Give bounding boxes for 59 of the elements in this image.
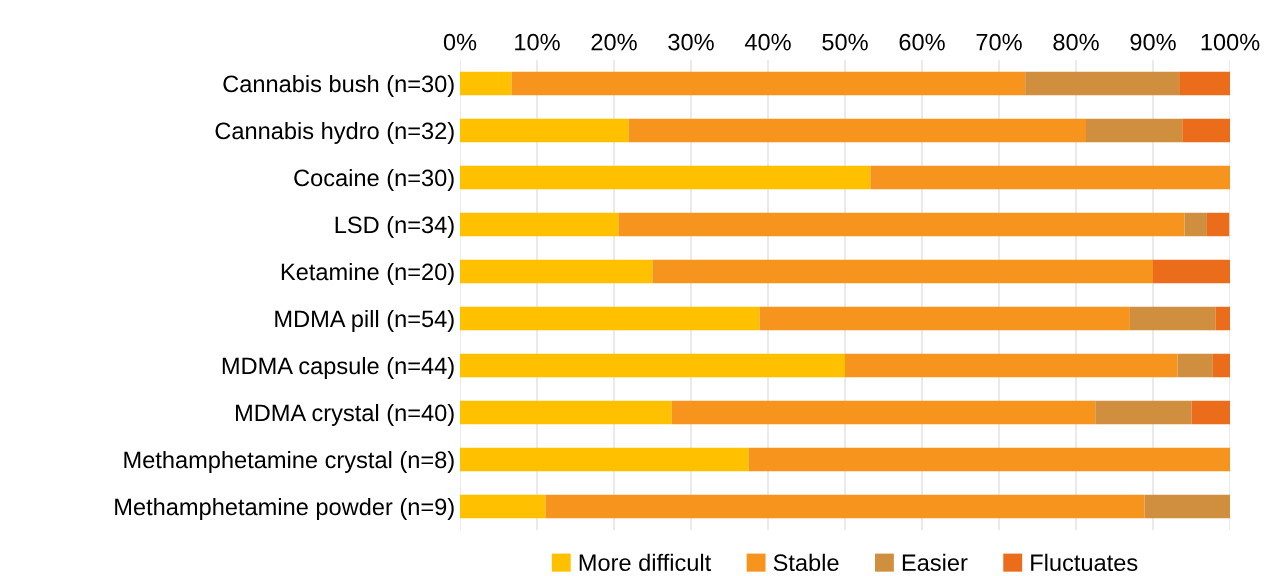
y-tick-label: Ketamine (n=20): [281, 262, 454, 285]
bar: [1212, 353, 1230, 378]
bar: [652, 259, 1153, 284]
bar: [460, 306, 760, 331]
y-tick-label: Methamphetamine crystal (n=8): [124, 450, 454, 473]
x-tick-label: 30%: [668, 33, 714, 51]
x-tick-label: 70%: [976, 33, 1022, 51]
legend-label: Stable: [773, 553, 839, 572]
bar: [759, 306, 1130, 331]
bar: [460, 353, 845, 378]
x-tick-label: 100%: [1201, 33, 1260, 51]
y-tick-label: LSD (n=34): [335, 215, 454, 238]
bar: [1182, 118, 1230, 143]
bar: [545, 494, 1145, 519]
bar: [460, 71, 512, 96]
x-tick-label: 0%: [443, 33, 477, 51]
legend-label: Fluctuates: [1031, 553, 1138, 572]
bar: [1144, 494, 1230, 519]
bar: [1179, 71, 1230, 96]
bar: [1206, 212, 1230, 237]
bar: [460, 118, 629, 143]
legend-label: More difficult: [579, 553, 712, 572]
x-tick-label: 90%: [1130, 33, 1176, 51]
bar: [1086, 118, 1183, 143]
bar: [748, 447, 1230, 472]
x-tick-label: 80%: [1053, 33, 1099, 51]
y-tick-label: Cocaine (n=30): [294, 168, 454, 191]
bar: [511, 71, 1026, 96]
bar: [460, 400, 672, 425]
bar: [628, 118, 1087, 143]
bar: [460, 212, 619, 237]
y-tick-label: MDMA capsule (n=44): [222, 356, 454, 379]
x-tick-label: 20%: [591, 33, 637, 51]
bar: [671, 400, 1096, 425]
x-tick-label: 50%: [822, 33, 868, 51]
y-tick-label: MDMA pill (n=54): [275, 309, 454, 332]
bar: [1153, 259, 1230, 284]
bar: [845, 353, 1178, 378]
bar: [870, 165, 1230, 190]
y-tick-label: Cannabis hydro (n=32): [215, 121, 454, 144]
y-tick-label: MDMA crystal (n=40): [236, 403, 454, 426]
bar: [1191, 400, 1230, 425]
bar: [1129, 306, 1216, 331]
bar: [1177, 353, 1213, 378]
legend-label: Easier: [902, 553, 968, 572]
bar: [460, 494, 546, 519]
y-tick-label: Methamphetamine powder (n=9): [115, 497, 454, 520]
bar: [460, 259, 653, 284]
bar: [1184, 212, 1207, 237]
x-tick-label: 10%: [515, 33, 560, 51]
x-tick-label: 60%: [899, 33, 945, 51]
bar: [460, 165, 871, 190]
y-tick-label: Cannabis bush (n=30): [223, 74, 454, 97]
x-tick-label: 40%: [744, 33, 791, 51]
bar: [1095, 400, 1192, 425]
bar: [1025, 71, 1180, 96]
bar: [460, 447, 749, 472]
bar: [1215, 306, 1230, 331]
bar: [618, 212, 1185, 237]
